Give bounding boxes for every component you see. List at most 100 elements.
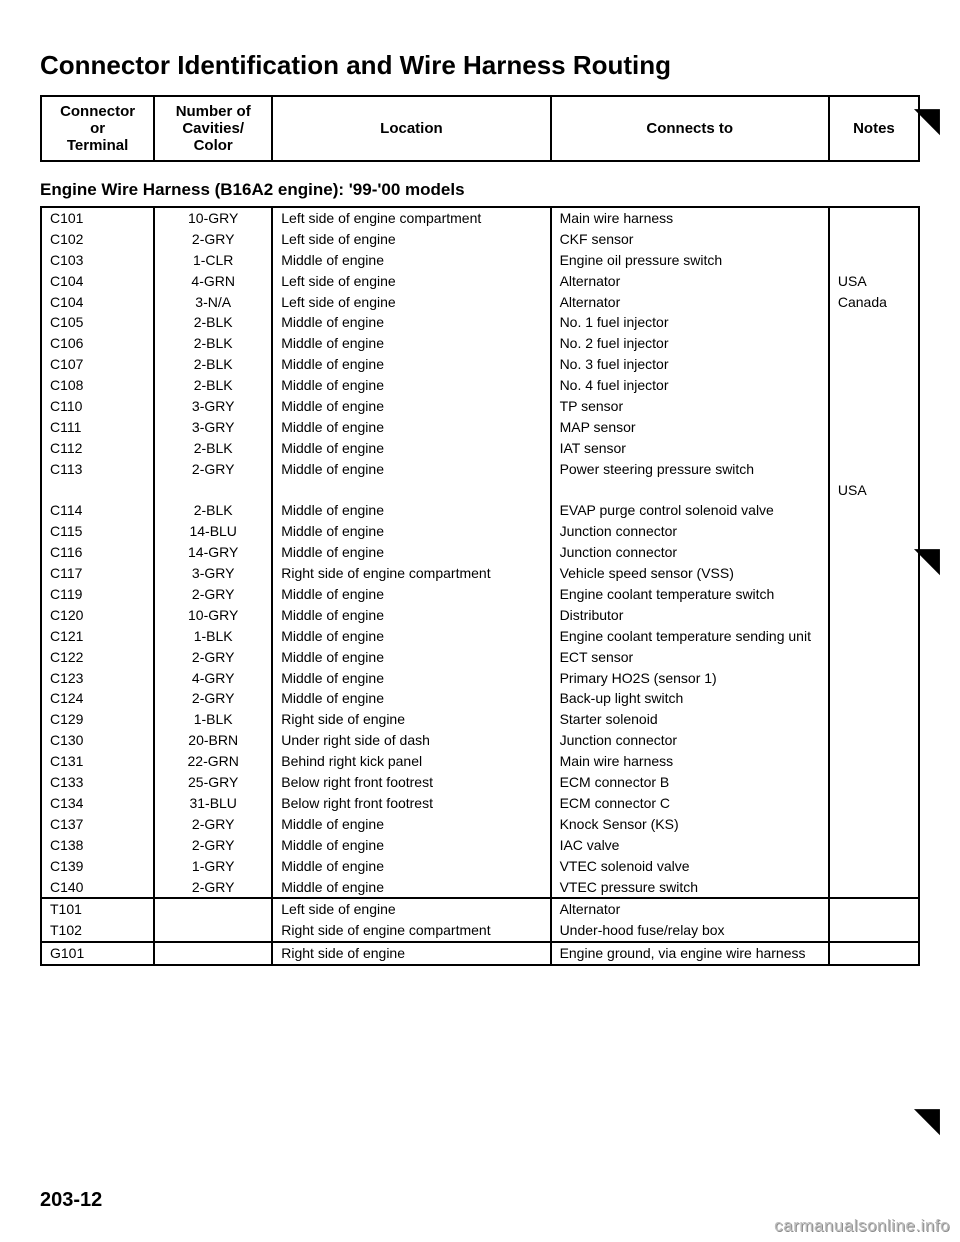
table-row: C1072-BLKMiddle of engineNo. 3 fuel inje… [41, 354, 919, 375]
table-cell [829, 229, 919, 250]
table-cell: Middle of engine [272, 605, 550, 626]
binder-tab-icon: ◥ [914, 1100, 940, 1140]
table-cell: 2-BLK [154, 438, 272, 459]
table-cell: T102 [41, 920, 154, 942]
table-cell: Middle of engine [272, 250, 550, 271]
table-cell: 31-BLU [154, 793, 272, 814]
table-cell: Below right front footrest [272, 772, 550, 793]
table-row: C13122-GRNBehind right kick panelMain wi… [41, 751, 919, 772]
table-cell: C106 [41, 333, 154, 354]
table-cell: 25-GRY [154, 772, 272, 793]
table-cell: C105 [41, 312, 154, 333]
table-cell [829, 730, 919, 751]
table-cell: C129 [41, 709, 154, 730]
table-cell: Middle of engine [272, 814, 550, 835]
table-cell [829, 207, 919, 229]
table-row: C1391-GRYMiddle of engineVTEC solenoid v… [41, 856, 919, 877]
table-row: C1062-BLKMiddle of engineNo. 2 fuel inje… [41, 333, 919, 354]
table-row: C1382-GRYMiddle of engineIAC valve [41, 835, 919, 856]
table-cell: 1-BLK [154, 709, 272, 730]
table-cell [829, 375, 919, 396]
table-cell: Left side of engine [272, 292, 550, 313]
table-cell: C101 [41, 207, 154, 229]
table-cell: Junction connector [551, 521, 829, 542]
table-cell: 20-BRN [154, 730, 272, 751]
table-cell: TP sensor [551, 396, 829, 417]
table-cell: MAP sensor [551, 417, 829, 438]
table-cell [829, 459, 919, 480]
table-cell: Junction connector [551, 730, 829, 751]
table-cell: C103 [41, 250, 154, 271]
table-cell: 10-GRY [154, 605, 272, 626]
table-cell: 2-GRY [154, 584, 272, 605]
table-row: C1234-GRYMiddle of enginePrimary HO2S (s… [41, 668, 919, 689]
table-cell [829, 626, 919, 647]
table-cell: Middle of engine [272, 396, 550, 417]
table-cell: Middle of engine [272, 688, 550, 709]
table-cell [829, 542, 919, 563]
table-cell: 14-BLU [154, 521, 272, 542]
table-row: C11614-GRYMiddle of engineJunction conne… [41, 542, 919, 563]
table-row: C1222-GRYMiddle of engineECT sensor [41, 647, 919, 668]
table-cell [829, 835, 919, 856]
table-row: C1052-BLKMiddle of engineNo. 1 fuel inje… [41, 312, 919, 333]
table-cell: Engine coolant temperature sending unit [551, 626, 829, 647]
table-cell: C110 [41, 396, 154, 417]
table-cell: No. 2 fuel injector [551, 333, 829, 354]
table-cell: No. 1 fuel injector [551, 312, 829, 333]
table-cell: Below right front footrest [272, 793, 550, 814]
table-cell: 2-GRY [154, 835, 272, 856]
table-cell: Power steering pressure switch [551, 459, 829, 480]
table-cell: 1-BLK [154, 626, 272, 647]
table-cell [829, 584, 919, 605]
table-cell: Under right side of dash [272, 730, 550, 751]
table-row: C10110-GRYLeft side of engine compartmen… [41, 207, 919, 229]
table-cell: USA [829, 480, 919, 501]
table-row: USA [41, 480, 919, 501]
table-cell: Behind right kick panel [272, 751, 550, 772]
table-cell: IAC valve [551, 835, 829, 856]
table-cell: Middle of engine [272, 647, 550, 668]
header-table: ConnectororTerminal Number ofCavities/Co… [40, 95, 920, 162]
table-cell: C102 [41, 229, 154, 250]
table-cell [154, 480, 272, 501]
table-cell: C114 [41, 500, 154, 521]
table-cell: 4-GRY [154, 668, 272, 689]
table-cell: C122 [41, 647, 154, 668]
table-cell: No. 4 fuel injector [551, 375, 829, 396]
table-cell: C133 [41, 772, 154, 793]
table-cell [829, 563, 919, 584]
table-cell [829, 396, 919, 417]
table-row: C13431-BLUBelow right front footrestECM … [41, 793, 919, 814]
table-cell: Vehicle speed sensor (VSS) [551, 563, 829, 584]
table-cell: Alternator [551, 271, 829, 292]
table-cell: Primary HO2S (sensor 1) [551, 668, 829, 689]
table-cell: 14-GRY [154, 542, 272, 563]
table-cell: CKF sensor [551, 229, 829, 250]
table-cell [272, 480, 550, 501]
table-cell: Left side of engine [272, 898, 550, 920]
binder-tab-icon: ◥ [914, 100, 940, 140]
table-cell [829, 793, 919, 814]
table-row: C1022-GRYLeft side of engineCKF sensor [41, 229, 919, 250]
table-cell: 4-GRN [154, 271, 272, 292]
table-cell [829, 333, 919, 354]
table-cell: 2-GRY [154, 229, 272, 250]
table-cell: 3-GRY [154, 396, 272, 417]
table-row: C1372-GRYMiddle of engineKnock Sensor (K… [41, 814, 919, 835]
table-cell: C104 [41, 292, 154, 313]
table-cell: Middle of engine [272, 459, 550, 480]
table-cell: Middle of engine [272, 542, 550, 563]
table-cell [829, 877, 919, 899]
table-cell: Main wire harness [551, 207, 829, 229]
table-cell: 2-BLK [154, 375, 272, 396]
table-cell: Middle of engine [272, 417, 550, 438]
table-row: C1402-GRYMiddle of engineVTEC pressure s… [41, 877, 919, 899]
table-cell: C139 [41, 856, 154, 877]
table-cell [829, 709, 919, 730]
table-cell: Middle of engine [272, 521, 550, 542]
table-cell [829, 856, 919, 877]
table-cell: C134 [41, 793, 154, 814]
table-cell: C121 [41, 626, 154, 647]
table-cell: Under-hood fuse/relay box [551, 920, 829, 942]
